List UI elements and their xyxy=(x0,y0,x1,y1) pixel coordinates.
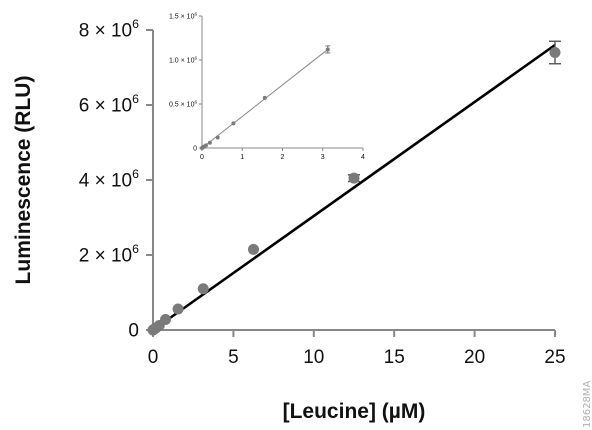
main-fit-line xyxy=(152,43,556,332)
main-y-tick-label: 4 × 106 xyxy=(79,167,139,192)
inset-data-point xyxy=(203,143,208,148)
inset-data-point xyxy=(207,140,212,145)
main-y-axis-title: Luminescence (RLU) xyxy=(12,76,35,285)
watermark-text: 18628MA xyxy=(582,381,592,428)
inset-data-point xyxy=(325,47,330,52)
inset-plot: 0 1 2 3 4 0 0.5 × 106 1.0 × 106 1.5 × 106 xyxy=(169,11,365,161)
inset-y-tick-label: 0 xyxy=(193,145,197,152)
main-x-tick-label: 0 xyxy=(148,347,159,368)
main-data-point xyxy=(248,243,259,255)
main-data-point xyxy=(172,303,184,315)
inset-y-tick-label: 1.0 × 106 xyxy=(169,55,198,64)
main-y-tick-label: 6 × 106 xyxy=(79,92,139,117)
main-data-point xyxy=(197,283,209,295)
main-x-tick-label: 20 xyxy=(464,347,485,368)
inset-x-tick-label: 4 xyxy=(361,154,365,161)
main-y-tick-label: 2 × 106 xyxy=(79,242,139,267)
main-y-tick-label: 8 × 106 xyxy=(79,17,139,42)
inset-data-point xyxy=(262,95,267,100)
main-data-point xyxy=(549,47,561,58)
inset-data-point xyxy=(231,121,236,126)
main-y-tick-label: 0 xyxy=(128,321,139,342)
main-x-tick-label: 25 xyxy=(544,347,565,368)
main-data-point xyxy=(160,314,172,325)
inset-x-tick-label: 1 xyxy=(240,154,244,161)
main-x-tick-label: 5 xyxy=(228,347,239,368)
inset-data-point xyxy=(215,135,220,140)
inset-x-tick-label: 2 xyxy=(281,154,285,161)
main-x-tick-label: 15 xyxy=(384,347,405,368)
inset-x-tick-label: 0 xyxy=(200,154,204,161)
inset-x-tick-label: 3 xyxy=(321,154,325,161)
inset-y-tick-label: 1.5 × 106 xyxy=(169,11,198,20)
main-x-axis-title: [Leucine] (µM) xyxy=(283,400,426,423)
main-data-point xyxy=(348,172,360,184)
inset-y-tick-label: 0.5 × 106 xyxy=(169,99,198,108)
main-x-tick-label: 10 xyxy=(303,347,324,368)
